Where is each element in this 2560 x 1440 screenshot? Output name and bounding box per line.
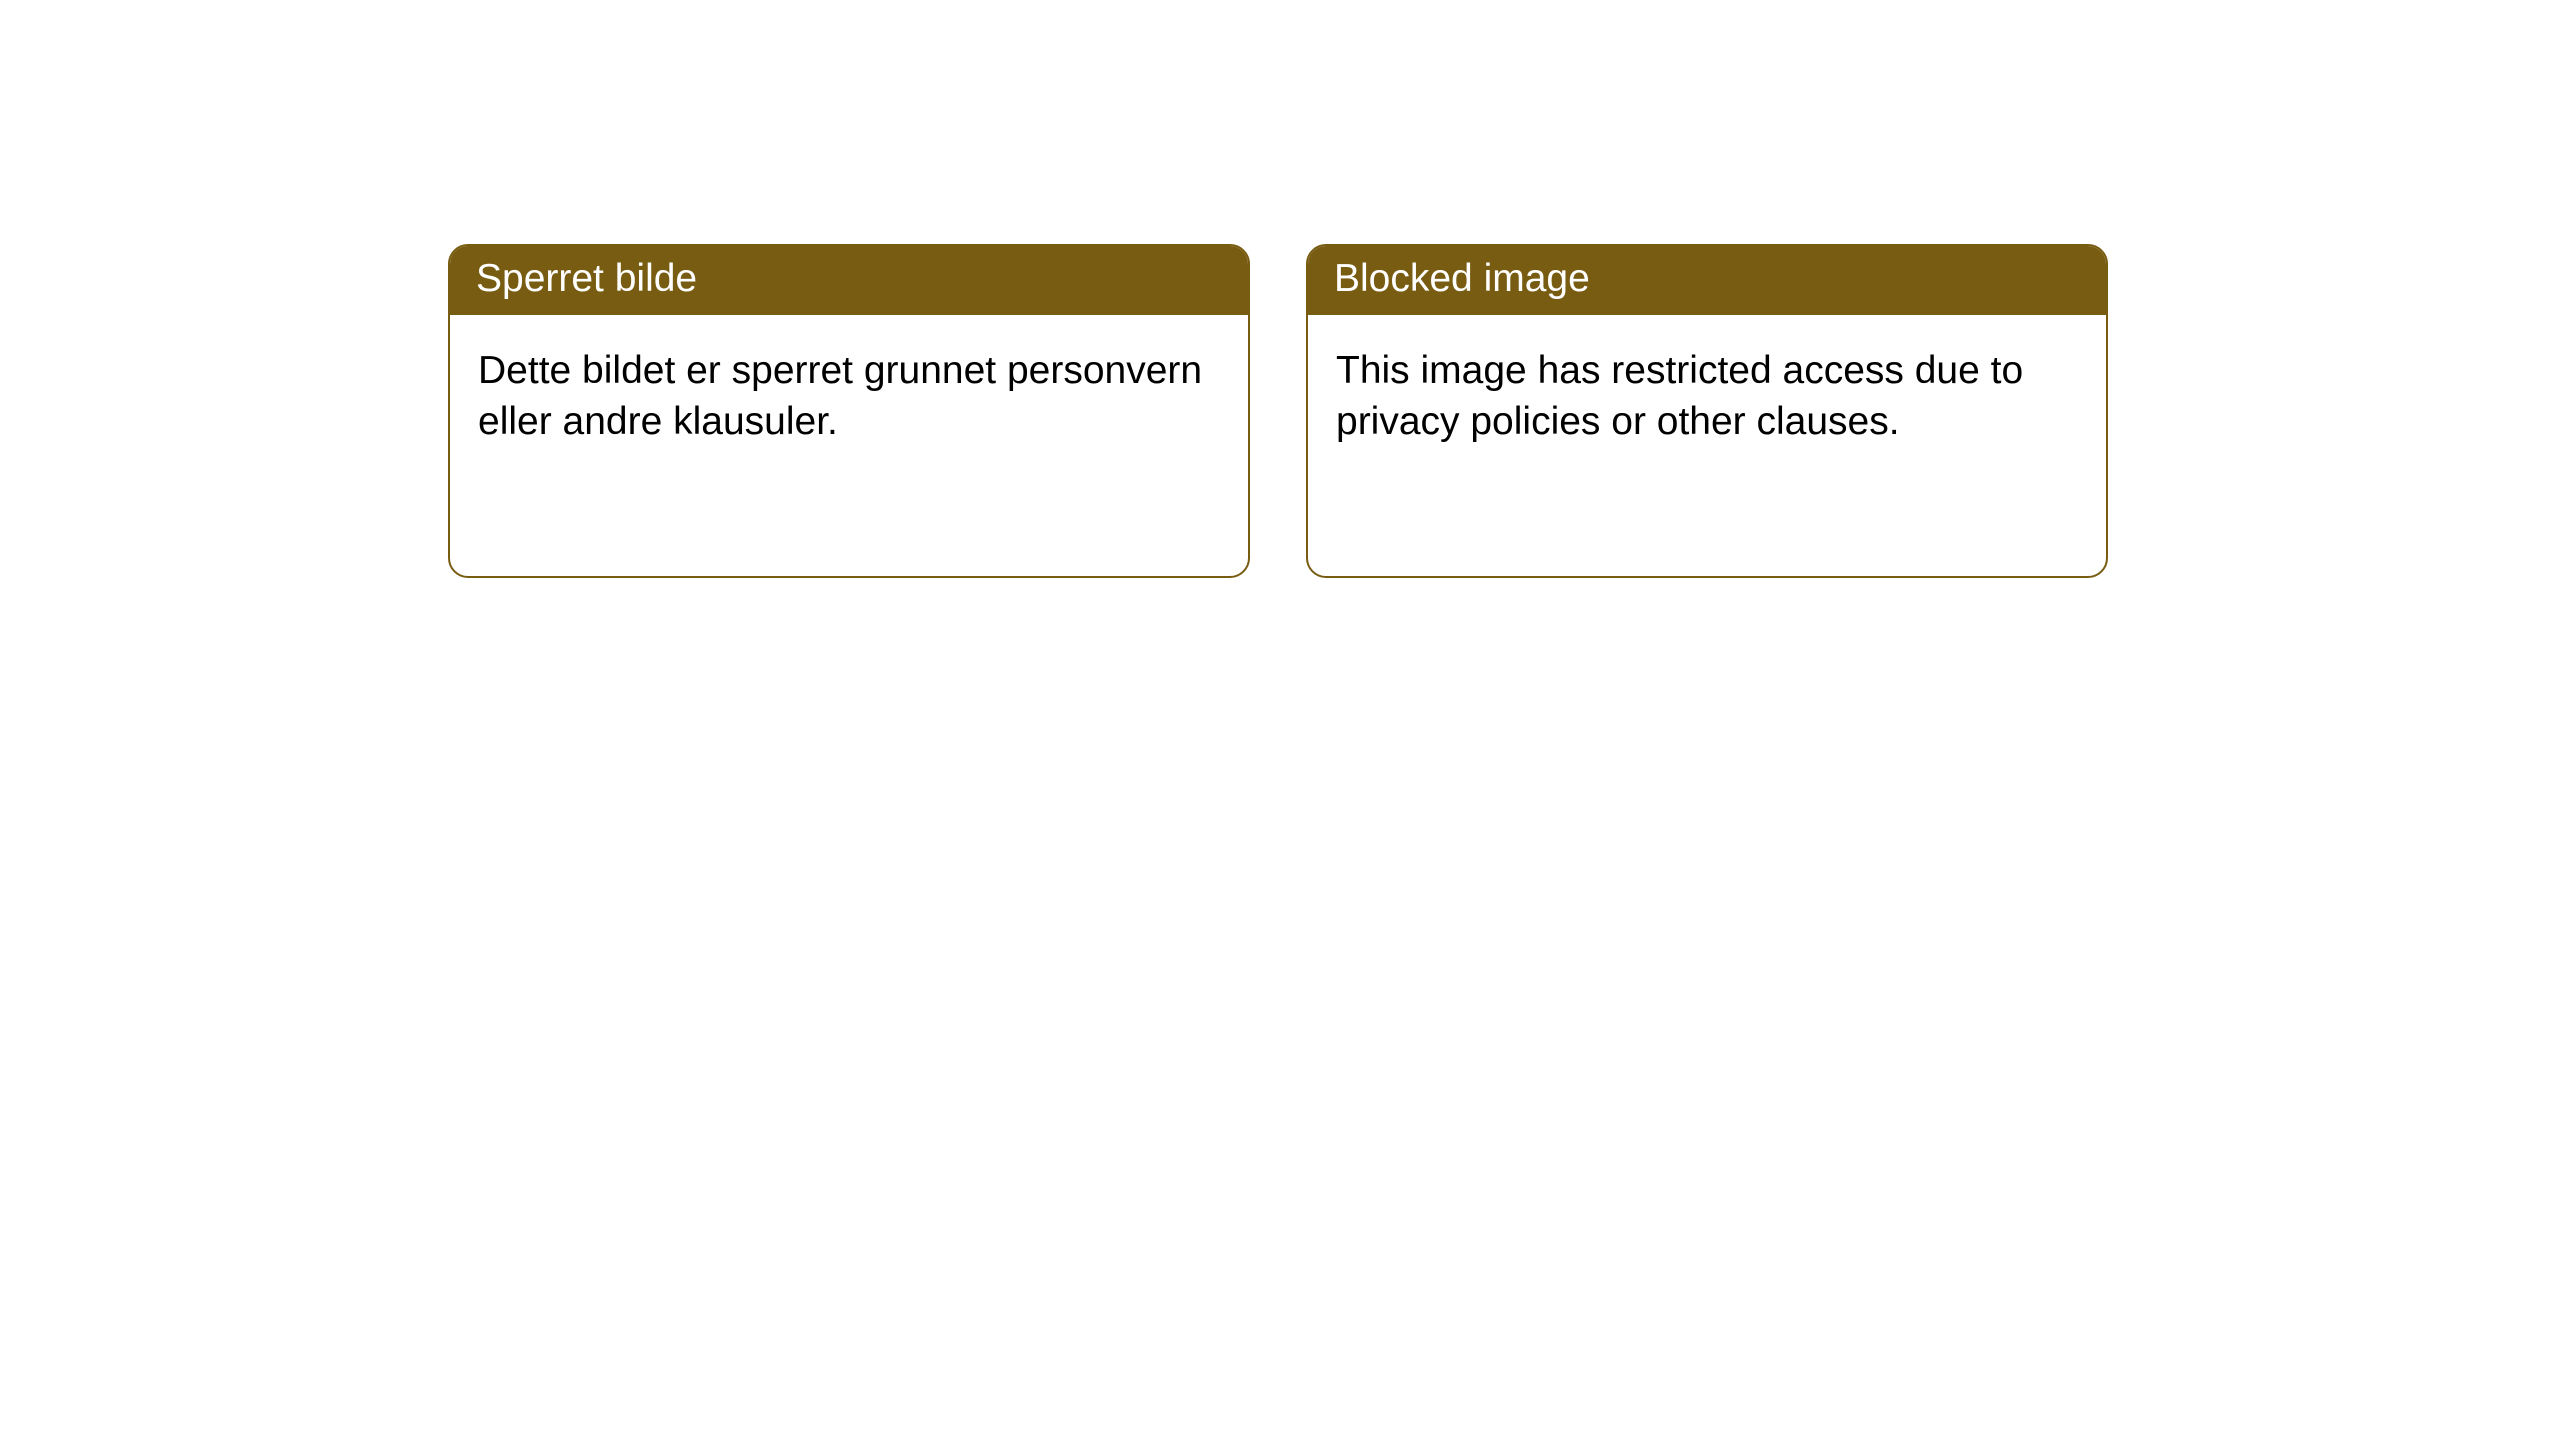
notice-body: This image has restricted access due to … — [1308, 315, 2106, 478]
notice-header: Blocked image — [1308, 246, 2106, 315]
notice-card-english: Blocked image This image has restricted … — [1306, 244, 2108, 578]
notice-body: Dette bildet er sperret grunnet personve… — [450, 315, 1248, 478]
notice-card-norwegian: Sperret bilde Dette bildet er sperret gr… — [448, 244, 1250, 578]
notice-container: Sperret bilde Dette bildet er sperret gr… — [0, 0, 2560, 578]
notice-header: Sperret bilde — [450, 246, 1248, 315]
